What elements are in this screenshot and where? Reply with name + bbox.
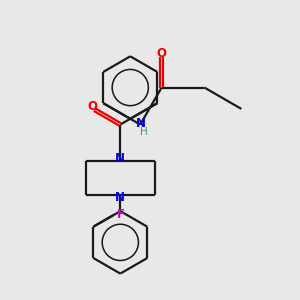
Text: N: N [136,117,146,130]
Text: N: N [115,152,125,165]
Text: F: F [116,208,124,221]
Text: N: N [115,191,125,204]
Text: O: O [156,47,166,60]
Text: O: O [87,100,97,113]
Text: H: H [140,127,148,137]
